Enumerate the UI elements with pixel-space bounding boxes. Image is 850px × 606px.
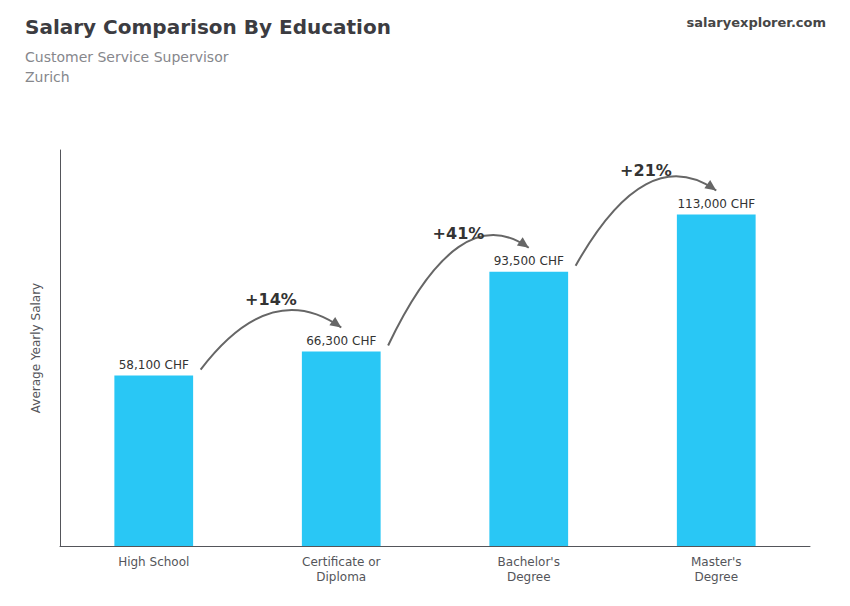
svg-text:+21%: +21%: [620, 161, 672, 180]
svg-text:113,000 CHF: 113,000 CHF: [677, 197, 755, 211]
svg-text:+41%: +41%: [433, 224, 485, 243]
svg-text:66,300 CHF: 66,300 CHF: [306, 334, 376, 348]
svg-text:58,100 CHF: 58,100 CHF: [119, 358, 189, 372]
svg-text:Salary Comparison By Education: Salary Comparison By Education: [25, 15, 391, 39]
svg-text:Degree: Degree: [507, 570, 551, 584]
svg-text:Degree: Degree: [694, 570, 738, 584]
svg-text:Diploma: Diploma: [316, 570, 366, 584]
svg-text:Certificate or: Certificate or: [302, 555, 380, 569]
svg-text:Bachelor's: Bachelor's: [498, 555, 560, 569]
svg-text:Master's: Master's: [691, 555, 742, 569]
svg-text:High School: High School: [118, 555, 189, 569]
svg-text:Average Yearly Salary: Average Yearly Salary: [29, 283, 43, 413]
svg-text:Customer Service Supervisor: Customer Service Supervisor: [25, 49, 229, 65]
svg-text:+14%: +14%: [245, 290, 297, 309]
svg-text:salaryexplorer.com: salaryexplorer.com: [687, 15, 826, 30]
svg-text:93,500 CHF: 93,500 CHF: [494, 254, 564, 268]
svg-text:Zurich: Zurich: [25, 69, 70, 85]
